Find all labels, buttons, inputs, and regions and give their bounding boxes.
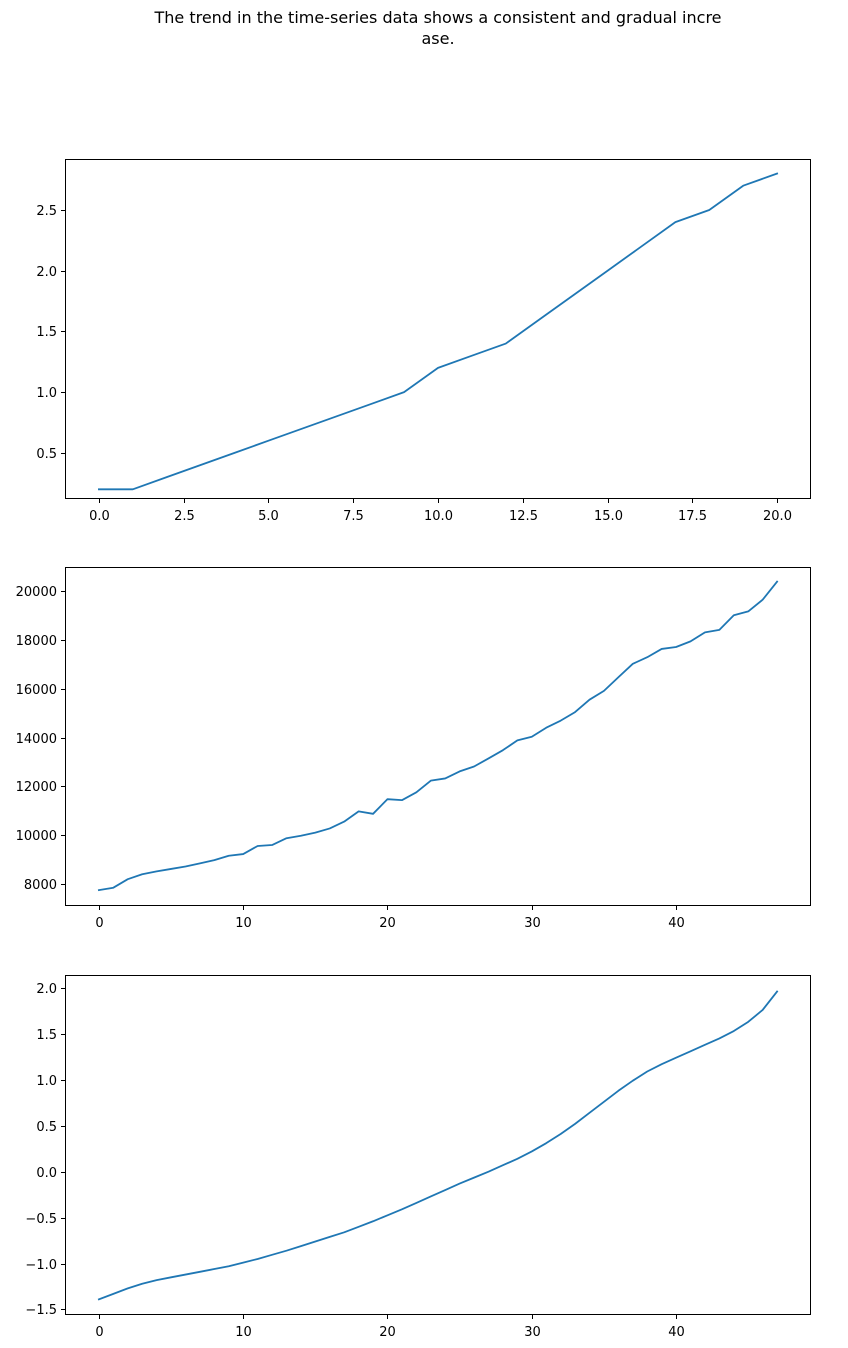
x-tick-label: 10 (235, 916, 252, 931)
x-tick-label: 10.0 (424, 509, 453, 524)
x-tick-label: 5.0 (258, 509, 279, 524)
y-tick-label: 2.5 (36, 204, 57, 219)
y-tick-label: 1.0 (36, 386, 57, 401)
y-tick-label: 20000 (16, 585, 57, 600)
chart-panel-3: 0 10 20 30 40 −1.5 −1.0 −0.5 0.0 0.5 1.0 1.5 2.0 (25, 975, 811, 1340)
x-tick-label: 30 (524, 916, 541, 931)
series-line-1 (98, 172, 779, 491)
y-tick-label: 0.5 (36, 1120, 57, 1135)
x-tick-label: 0 (95, 1325, 103, 1340)
x-tick-label: 20.0 (763, 509, 792, 524)
series-line-1 (97, 580, 779, 892)
y-tick-label: 8000 (24, 878, 57, 893)
y-tick-label: 14000 (16, 732, 57, 747)
x-tick-label: 2.5 (174, 509, 195, 524)
x-tick-label: 20 (379, 1325, 396, 1340)
x-tick-label: 7.5 (343, 509, 364, 524)
x-tick-label: 0.0 (89, 509, 110, 524)
x-tick-label: 40 (668, 916, 685, 931)
y-tick-label: 2.0 (36, 982, 57, 997)
y-tick-label: 1.5 (36, 325, 57, 340)
y-tick-label: 0.5 (36, 447, 57, 462)
plot-frame (65, 567, 811, 906)
x-tick-label: 40 (668, 1325, 685, 1340)
y-tick-label: 12000 (16, 780, 57, 795)
y-tick-label: 0.0 (36, 1166, 57, 1181)
x-tick-label: 30 (524, 1325, 541, 1340)
chart-panel-2: 0 10 20 30 40 8000 10000 12000 14000 16000 18000 20… (16, 567, 811, 931)
x-tick-label: 20 (379, 916, 396, 931)
y-tick-label: 1.0 (36, 1074, 57, 1089)
y-tick-label: 1.5 (36, 1028, 57, 1043)
plot-frame (65, 159, 811, 499)
y-tick-label: −1.5 (25, 1303, 57, 1318)
y-tick-label: −1.0 (25, 1258, 57, 1273)
x-tick-label: 10 (235, 1325, 252, 1340)
x-tick-label: 12.5 (509, 509, 538, 524)
x-tick-label: 0 (95, 916, 103, 931)
x-tick-label: 15.0 (594, 509, 623, 524)
y-tick-label: −0.5 (25, 1212, 57, 1227)
y-tick-label: 10000 (16, 829, 57, 844)
y-tick-label: 2.0 (36, 265, 57, 280)
y-tick-label: 18000 (16, 634, 57, 649)
y-tick-label: 16000 (16, 683, 57, 698)
chart-panel-1: 0.0 2.5 5.0 7.5 10.0 12.5 15.0 17.5 20.0 0.5 1.0 1.… (36, 159, 811, 524)
x-tick-label: 17.5 (678, 509, 707, 524)
plot-frame (65, 975, 811, 1315)
figure-title: The trend in the time-series data shows … (154, 8, 722, 48)
series-line-1 (97, 990, 779, 1301)
